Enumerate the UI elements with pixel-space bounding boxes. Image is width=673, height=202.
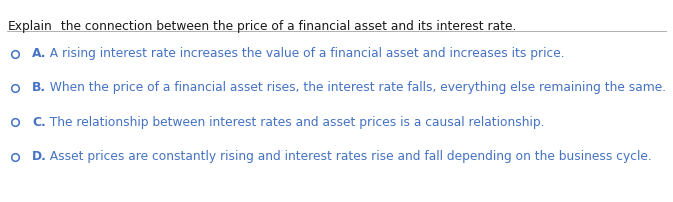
- Text: D.: D.: [32, 150, 47, 163]
- Text: the connection between the price of a financial asset and its interest rate.: the connection between the price of a fi…: [57, 20, 517, 33]
- Text: The relationship between interest rates and asset prices is a causal relationshi: The relationship between interest rates …: [42, 116, 544, 129]
- Text: Asset prices are constantly rising and interest rates rise and fall depending on: Asset prices are constantly rising and i…: [42, 150, 651, 163]
- Text: B.: B.: [32, 81, 46, 94]
- Text: A.: A.: [32, 47, 47, 60]
- Text: A rising interest rate increases the value of a financial asset and increases it: A rising interest rate increases the val…: [42, 47, 565, 60]
- Text: C.: C.: [32, 116, 46, 129]
- Text: When the price of a financial asset rises, the interest rate falls, everything e: When the price of a financial asset rise…: [42, 81, 666, 94]
- Text: Explain: Explain: [8, 20, 52, 33]
